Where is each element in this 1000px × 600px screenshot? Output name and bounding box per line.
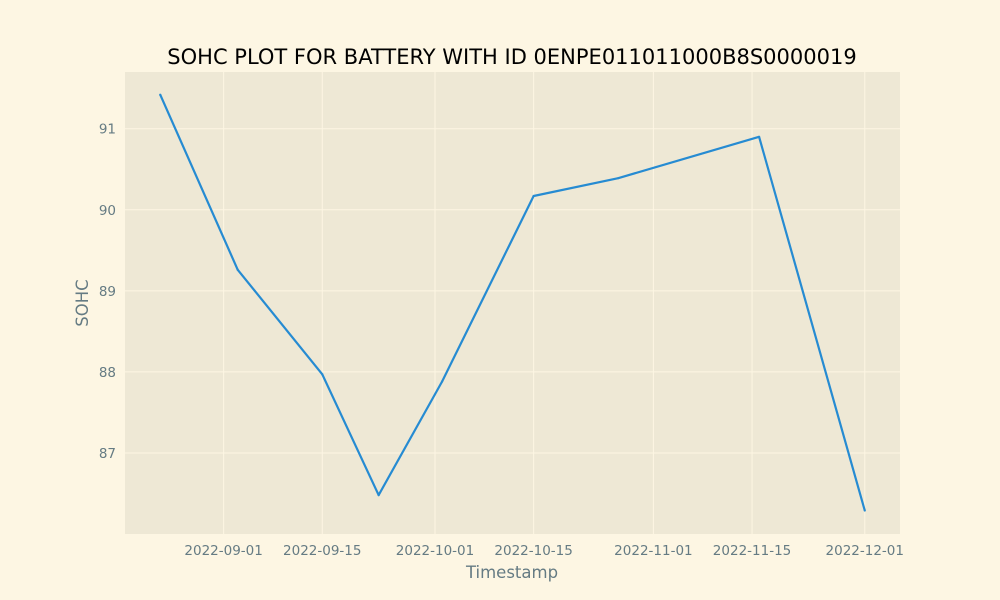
x-tick-label: 2022-11-15 bbox=[713, 543, 791, 559]
data-point bbox=[321, 373, 324, 376]
y-tick-label: 91 bbox=[99, 122, 116, 138]
grid bbox=[125, 72, 900, 534]
chart-title: SOHC PLOT FOR BATTERY WITH ID 0ENPE01101… bbox=[167, 45, 856, 69]
data-point bbox=[236, 268, 239, 271]
x-tick-label: 2022-09-01 bbox=[184, 543, 262, 559]
x-axis: 2022-09-01 2022-09-15 2022-10-01 2022-10-15… bbox=[184, 543, 904, 559]
x-tick-label: 2022-09-15 bbox=[283, 543, 361, 559]
x-tick-label: 2022-11-01 bbox=[614, 543, 692, 559]
y-axis: 87 88 89 90 91 bbox=[99, 122, 116, 462]
y-tick-label: 87 bbox=[99, 446, 116, 462]
data-point bbox=[757, 135, 761, 138]
data-point bbox=[377, 493, 380, 497]
series-layer bbox=[159, 93, 866, 512]
data-point bbox=[532, 194, 535, 198]
x-tick-label: 2022-12-01 bbox=[826, 543, 904, 559]
plot-area bbox=[125, 72, 900, 534]
x-tick-label: 2022-10-15 bbox=[494, 543, 572, 559]
data-point bbox=[617, 177, 620, 180]
y-tick-label: 88 bbox=[99, 365, 116, 381]
y-tick-label: 89 bbox=[99, 284, 116, 300]
x-tick-label: 2022-10-01 bbox=[396, 543, 474, 559]
data-point bbox=[440, 380, 444, 383]
y-tick-label: 90 bbox=[99, 203, 116, 219]
x-axis-label: Timestamp bbox=[465, 563, 558, 582]
data-point bbox=[863, 509, 866, 512]
data-point bbox=[159, 93, 162, 96]
y-axis-label: SOHC bbox=[73, 279, 92, 326]
